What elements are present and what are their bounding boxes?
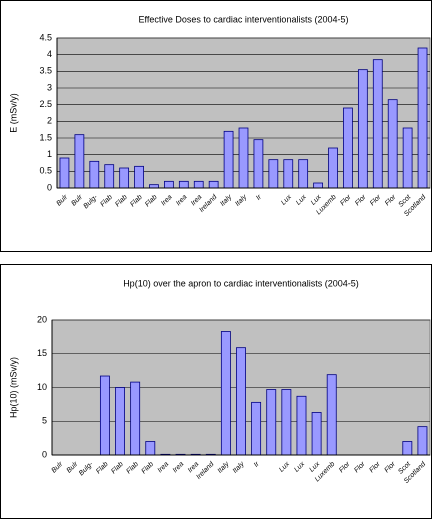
- bar: [298, 159, 309, 189]
- y-axis-label: E (mSv/y): [8, 93, 18, 133]
- bar: [311, 412, 322, 456]
- bar: [119, 167, 130, 189]
- y-tick-label: 4.5: [39, 32, 52, 42]
- x-tick-label: Ir: [255, 193, 263, 201]
- y-tick-label: 4: [47, 49, 52, 59]
- y-tick-label: 1: [47, 149, 52, 159]
- bar: [417, 47, 428, 189]
- bar: [372, 59, 383, 189]
- bar: [251, 401, 262, 456]
- y-tick-label: 15: [37, 348, 47, 358]
- bar: [104, 164, 115, 189]
- y-tick-label: 2.5: [39, 99, 52, 109]
- bar: [208, 180, 219, 189]
- y-axis-label: Hp(10) (mSv/y): [8, 357, 18, 418]
- bar: [328, 147, 338, 189]
- bar: [387, 99, 398, 189]
- y-tick-label: 20: [37, 314, 47, 324]
- y-tick-label: 3: [47, 82, 52, 92]
- bar: [281, 389, 292, 456]
- y-tick-label: 10: [37, 382, 47, 392]
- bar: [134, 165, 144, 189]
- bar: [313, 182, 323, 189]
- bar: [145, 441, 156, 456]
- bar: [130, 381, 141, 456]
- bar: [99, 375, 110, 456]
- bar: [343, 107, 353, 189]
- bar: [253, 139, 264, 189]
- y-tick-label: 0.5: [39, 166, 52, 176]
- bar: [220, 331, 231, 456]
- bar: [164, 180, 174, 189]
- bar: [357, 69, 368, 189]
- bar: [59, 157, 70, 189]
- y-tick-label: 2: [47, 116, 52, 126]
- bar: [115, 387, 125, 456]
- y-tick-label: 0: [42, 449, 47, 459]
- y-tick-label: 3.5: [39, 66, 52, 76]
- bar: [223, 130, 234, 189]
- bar: [89, 160, 100, 189]
- y-tick-label: 0: [47, 182, 52, 192]
- bar: [193, 180, 204, 189]
- chart-title: Hp(10) over the apron to cardiac interve…: [123, 278, 359, 288]
- bar: [74, 134, 85, 189]
- y-tick-label: 5: [42, 416, 47, 426]
- bar: [296, 395, 307, 456]
- bar: [268, 159, 279, 189]
- bar: [266, 389, 277, 456]
- chart-title: Effective Doses to cardiac interventiona…: [139, 14, 349, 24]
- x-tick-label: Ir: [253, 460, 261, 468]
- bar: [326, 374, 337, 456]
- bar: [236, 347, 246, 456]
- bar: [178, 180, 189, 189]
- bar: [402, 127, 413, 189]
- bar: [283, 159, 294, 189]
- bar: [402, 441, 413, 456]
- bar: [238, 127, 249, 189]
- y-tick-label: 1.5: [39, 132, 52, 142]
- bar: [417, 426, 428, 456]
